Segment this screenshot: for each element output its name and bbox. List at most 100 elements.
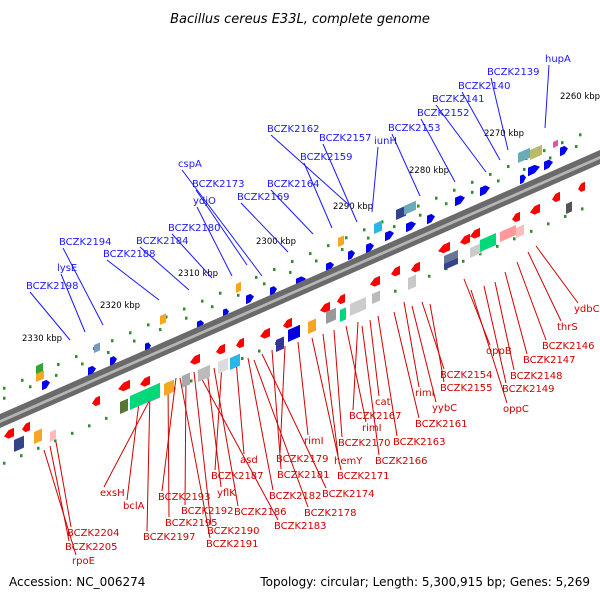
ruler-tick bbox=[255, 275, 258, 279]
ruler-tick bbox=[237, 293, 240, 297]
leader-line-forward bbox=[62, 247, 104, 326]
reverse-gene-arrow bbox=[530, 203, 540, 215]
ruler-tick bbox=[289, 270, 292, 274]
leader-line-reverse bbox=[184, 375, 187, 506]
reverse-gene-label: rimI bbox=[415, 388, 435, 399]
feature-block bbox=[130, 382, 160, 410]
reverse-gene-label: BCZK2190 bbox=[207, 526, 260, 537]
reverse-gene-arrow bbox=[216, 343, 225, 355]
leader-line-reverse bbox=[333, 329, 343, 438]
forward-gene-label: BCZK2198 bbox=[26, 281, 79, 292]
ruler-tick bbox=[133, 339, 136, 343]
reverse-gene-arrow bbox=[470, 227, 480, 239]
leader-line-forward bbox=[303, 162, 333, 229]
ruler-tick bbox=[561, 141, 564, 145]
leader-line-reverse bbox=[311, 337, 342, 471]
forward-gene-label: iunH bbox=[374, 136, 397, 147]
forward-gene-arrow bbox=[528, 164, 540, 177]
ruler-tick bbox=[21, 378, 24, 382]
forward-gene-label: BCZK2180 bbox=[168, 223, 221, 234]
ruler-tick bbox=[497, 179, 500, 183]
ruler-tick bbox=[543, 149, 546, 153]
leader-line-reverse bbox=[167, 381, 170, 518]
leader-line-forward bbox=[270, 134, 350, 206]
leader-line-reverse bbox=[504, 271, 528, 355]
feature-block bbox=[14, 435, 24, 452]
feature-blocks bbox=[14, 139, 572, 452]
feature-block bbox=[230, 353, 240, 370]
ruler-tick bbox=[523, 167, 526, 171]
leader-line-reverse bbox=[179, 377, 211, 539]
reverse-gene-label: BCZK2155 bbox=[440, 383, 493, 394]
reverse-gene-label: BCZK2179 bbox=[276, 454, 329, 465]
reverse-gene-label: cat bbox=[375, 397, 391, 408]
reverse-gene-arrow bbox=[411, 261, 420, 273]
leader-line-reverse bbox=[206, 369, 222, 488]
leader-line-reverse bbox=[322, 333, 339, 456]
ruler-tick bbox=[54, 439, 57, 443]
reverse-gene-label: BCZK2183 bbox=[274, 521, 327, 532]
reverse-gene-label: bclA bbox=[123, 501, 145, 512]
ruler-tick bbox=[211, 305, 214, 309]
forward-gene-label: hupA bbox=[545, 54, 571, 65]
ruler-tick bbox=[309, 252, 312, 256]
reverse-gene-arrow bbox=[92, 395, 100, 407]
leader-line-reverse bbox=[213, 367, 239, 507]
leader-line-forward bbox=[435, 104, 487, 173]
forward-gene-arrow bbox=[520, 174, 526, 185]
leader-line-reverse bbox=[352, 321, 359, 411]
leader-line-reverse bbox=[421, 301, 445, 370]
forward-gene-arrow bbox=[406, 221, 416, 233]
reverse-gene-arrow bbox=[320, 301, 330, 313]
genome-backbone bbox=[0, 150, 600, 428]
leader-line-reverse bbox=[369, 319, 380, 397]
ruler-tick bbox=[201, 299, 204, 303]
ruler-tick bbox=[367, 236, 370, 240]
forward-gene-arrow bbox=[560, 145, 568, 157]
ruler-tick bbox=[428, 274, 431, 278]
ruler-label: 2260 kbp bbox=[560, 92, 600, 102]
leader-line-reverse bbox=[271, 349, 282, 470]
reverse-gene-label: rimI bbox=[362, 423, 382, 434]
ruler-tick bbox=[471, 190, 474, 194]
reverse-gene-label: BCZK2186 bbox=[234, 507, 287, 518]
ruler-tick bbox=[105, 416, 108, 420]
reverse-gene-label: BCZK2166 bbox=[375, 456, 428, 467]
feature-block bbox=[444, 257, 458, 270]
ruler-tick bbox=[29, 385, 32, 389]
ruler-tick bbox=[129, 331, 132, 335]
ruler-tick bbox=[71, 431, 74, 435]
feature-block bbox=[404, 200, 416, 215]
reverse-gene-label: BCZK2193 bbox=[158, 492, 211, 503]
leader-line-reverse bbox=[470, 289, 508, 404]
ruler-tick bbox=[341, 248, 344, 252]
forward-gene-label: BCZK2164 bbox=[267, 179, 320, 190]
ruler-tick bbox=[530, 229, 533, 233]
feature-block bbox=[566, 201, 572, 214]
feature-block bbox=[553, 139, 558, 148]
forward-gene-arrow bbox=[88, 365, 96, 377]
ruler-tick bbox=[273, 267, 276, 271]
ruler-tick bbox=[258, 349, 261, 353]
feature-block bbox=[94, 342, 100, 353]
leader-line-forward bbox=[490, 77, 509, 151]
leader-line-forward bbox=[461, 91, 501, 161]
ruler-tick bbox=[75, 355, 78, 359]
forward-gene-label: BCZK2162 bbox=[267, 124, 320, 135]
ruler-label: 2280 kbp bbox=[409, 166, 449, 176]
leader-line-reverse bbox=[197, 371, 279, 521]
reverse-gene-label: BCZK2197 bbox=[143, 532, 196, 543]
ruler-tick bbox=[453, 188, 456, 192]
ruler-tick bbox=[159, 328, 162, 332]
forward-gene-label: BCZK2140 bbox=[458, 81, 511, 92]
forward-gene-label: BCZK2194 bbox=[59, 237, 112, 248]
ruler-tick bbox=[55, 373, 58, 377]
feature-block bbox=[120, 398, 128, 414]
reverse-gene-label: BCZK2170 bbox=[338, 438, 391, 449]
forward-gene-arrow bbox=[246, 293, 254, 305]
leader-line-forward bbox=[544, 64, 550, 129]
ruler-tick bbox=[581, 207, 584, 211]
leader-line-forward bbox=[371, 146, 379, 213]
forward-gene-label: BCZK2152 bbox=[417, 108, 470, 119]
feature-block bbox=[218, 357, 228, 374]
